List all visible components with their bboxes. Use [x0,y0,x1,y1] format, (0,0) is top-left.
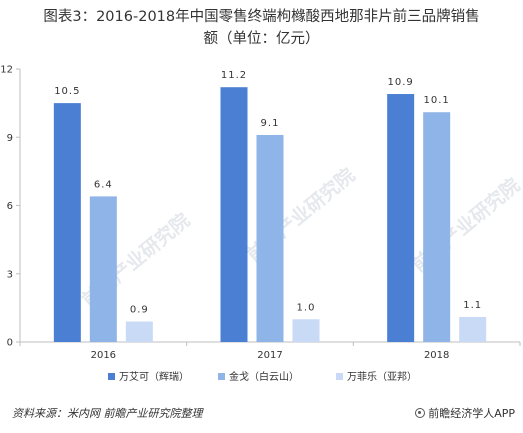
legend-swatch [108,373,115,380]
data-label: 1.1 [463,300,482,311]
legend-label: 万菲乐（亚邦） [347,370,417,383]
y-tick-label: 6 [7,201,13,212]
data-label: 1.0 [297,302,316,313]
legend-swatch [336,373,343,380]
data-label: 10.5 [54,86,80,97]
bar [256,134,284,342]
footer: 资料来源：米内网 前瞻产业研究院整理 前瞻经济学人APP [0,398,523,428]
data-label: 6.4 [94,179,113,190]
bar [459,316,487,342]
legend-label: 万艾可（辉瑞） [119,371,189,383]
bar [292,319,320,342]
qianzhan-logo-icon [415,408,426,418]
bar-layer [53,87,487,343]
chart-title-line-1: 图表3：2016-2018年中国零售终端枸橼酸西地那非片前三品牌销售 [43,9,480,25]
bar [89,196,117,342]
legend-label: 金戈（白云山） [229,370,299,383]
x-tick-label: 2016 [91,350,116,361]
x-tick-label: 2018 [424,350,449,361]
brand-label: 前瞻经济学人APP [428,407,515,420]
brand-credit: 前瞻经济学人APP [415,405,515,421]
data-label: 11.2 [221,70,247,81]
data-label: 10.9 [388,77,414,88]
data-label: 10.1 [424,95,450,106]
x-tick-label: 2017 [257,350,282,361]
source-note: 资料来源：米内网 前瞻产业研究院整理 [12,407,203,420]
watermark-layer: 前瞻产业研究院 前瞻产业研究院 前瞻产业研究院 [77,163,523,311]
y-tick-label: 3 [7,269,13,280]
data-label-layer: 10.5 11.2 10.9 6.4 9.1 10.1 0.9 1.0 1.1 [54,70,482,316]
bar [53,103,81,342]
y-tick-label: 12 [0,65,13,76]
legend-swatch [218,373,225,380]
y-tick-label: 0 [7,338,13,349]
legend: 万艾可（辉瑞） 金戈（白云山） 万菲乐（亚邦） [108,370,417,383]
data-label: 0.9 [130,305,149,316]
bar [387,94,415,343]
data-label: 9.1 [261,118,280,129]
bar-chart: 前瞻产业研究院 前瞻产业研究院 前瞻产业研究院 0 3 6 9 12 2016 2017 2018… [0,65,523,384]
bar [125,321,153,342]
bar [220,87,248,342]
chart-title-line-2: 额（单位：亿元） [203,31,320,47]
bar [423,112,451,342]
y-tick-label: 9 [7,133,13,144]
